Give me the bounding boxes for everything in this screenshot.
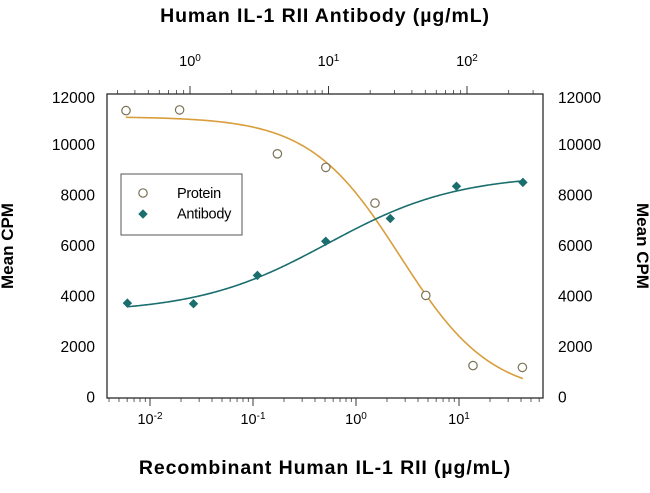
svg-text:Protein: Protein — [177, 186, 221, 202]
svg-text:100: 100 — [179, 53, 201, 71]
svg-text:0: 0 — [558, 390, 567, 407]
svg-text:Antibody: Antibody — [177, 207, 232, 223]
svg-text:2000: 2000 — [558, 339, 593, 356]
svg-text:100: 100 — [345, 411, 367, 429]
svg-text:12000: 12000 — [52, 90, 95, 107]
svg-text:6000: 6000 — [558, 238, 593, 255]
svg-text:Recombinant Human IL-1 RII (µg: Recombinant Human IL-1 RII (µg/mL) — [139, 457, 511, 479]
svg-text:2000: 2000 — [61, 339, 96, 356]
svg-text:8000: 8000 — [61, 188, 96, 205]
svg-text:101: 101 — [318, 53, 340, 71]
svg-text:4000: 4000 — [61, 289, 96, 306]
svg-text:101: 101 — [448, 411, 470, 429]
svg-text:10000: 10000 — [558, 137, 601, 154]
svg-text:4000: 4000 — [558, 289, 593, 306]
svg-text:10-2: 10-2 — [137, 411, 162, 429]
svg-text:Human IL-1 RII Antibody (µg/mL: Human IL-1 RII Antibody (µg/mL) — [160, 5, 490, 27]
svg-text:0: 0 — [86, 390, 95, 407]
svg-text:12000: 12000 — [558, 90, 601, 107]
svg-text:10000: 10000 — [52, 137, 95, 154]
svg-text:6000: 6000 — [61, 238, 96, 255]
svg-text:10-1: 10-1 — [240, 411, 265, 429]
svg-text:102: 102 — [456, 53, 478, 71]
svg-text:8000: 8000 — [558, 188, 593, 205]
